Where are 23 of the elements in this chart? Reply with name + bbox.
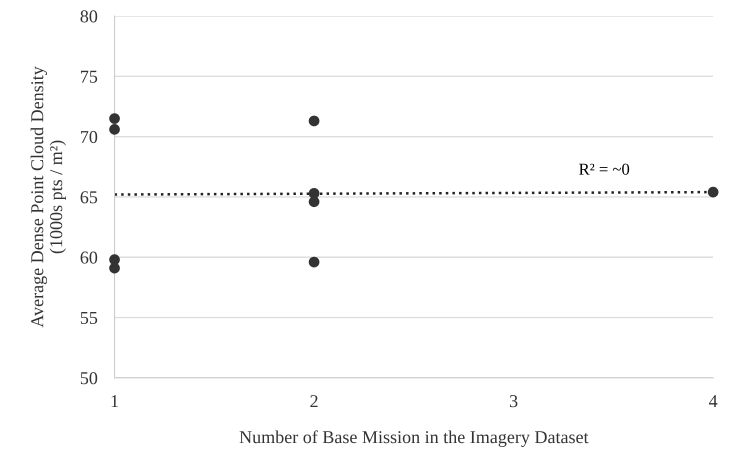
y-tick-label: 60 [80,252,98,264]
point [308,196,320,208]
point [308,188,320,199]
x-tick-label: 3 [510,395,518,408]
point [109,124,120,135]
y-tick-label: 75 [81,70,98,83]
y-tick-label: 50 [80,372,98,384]
point [109,262,120,274]
point [708,186,718,198]
x-tick-label: 1 [112,395,118,408]
point [308,116,320,126]
point [308,256,320,268]
x-tick-label: 2 [310,395,318,408]
y-tick-label: 65 [80,191,98,204]
point [109,254,120,266]
y-tick-label: 70 [81,130,98,144]
y-tick-label: 55 [80,312,98,324]
y-tick-label: 80 [80,10,98,22]
x-axis-title: Number of Base Mission in the Imagery Dataset [240,430,588,447]
y-axis-title: Average Dense Point Cloud Density (1000s pts / m²) [30,66,66,328]
annotation: R² = ~0 [579,164,630,175]
x-tick-label: 4 [708,395,718,408]
point [109,113,120,124]
